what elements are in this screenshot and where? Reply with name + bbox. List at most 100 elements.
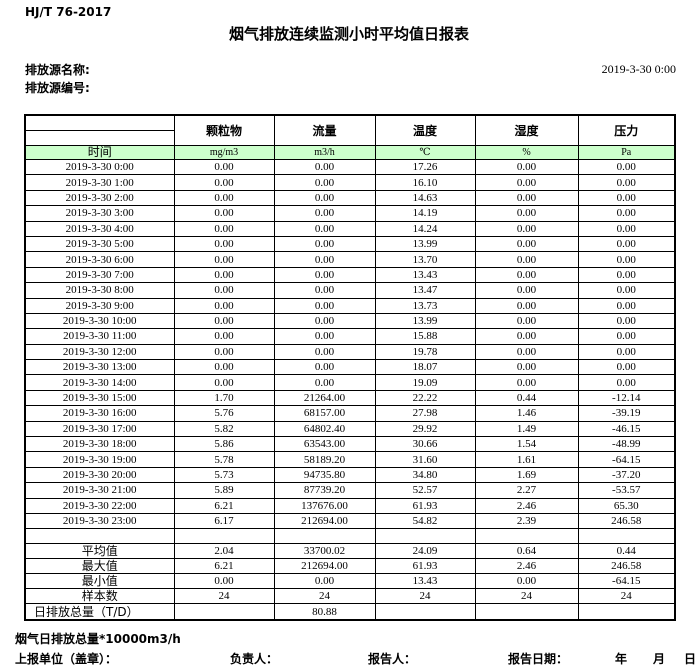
table-row: 2019-3-30 13:00 0.00 0.00 18.07 0.00 0.00 bbox=[24, 359, 676, 376]
summary-label-cell: 最大值 bbox=[24, 558, 175, 575]
table-row: 2019-3-30 2:00 0.00 0.00 14.63 0.00 0.00 bbox=[24, 189, 676, 207]
table-row: 2019-3-30 10:00 0.00 0.00 13.99 0.00 0.00 bbox=[24, 312, 676, 330]
value-cell: 0.00 bbox=[474, 205, 579, 222]
value-cell: 0.00 bbox=[273, 343, 376, 361]
table-row: 2019-3-30 17:00 5.82 64802.40 29.92 1.49 -46.… bbox=[24, 420, 676, 438]
time-cell: 2019-3-30 21:00 bbox=[24, 482, 175, 499]
time-cell: 2019-3-30 10:00 bbox=[24, 312, 175, 330]
table-row: 2019-3-30 15:00 1.70 21264.00 22.22 0.44 -12.… bbox=[24, 389, 676, 407]
time-cell: 2019-3-30 2:00 bbox=[24, 189, 175, 207]
summary-value-cell: 24 bbox=[474, 588, 579, 605]
time-cell: 2019-3-30 1:00 bbox=[24, 174, 175, 191]
summary-value-cell: 2.46 bbox=[474, 558, 579, 575]
value-cell: 21264.00 bbox=[273, 389, 376, 407]
page-title: 烟气排放连续监测小时平均值日报表 bbox=[228, 25, 469, 43]
standard-number: HJ/T 76-2017 bbox=[25, 5, 112, 19]
value-cell: 0.00 bbox=[173, 235, 275, 253]
value-cell: 2.39 bbox=[474, 512, 579, 530]
value-cell: 19.78 bbox=[374, 343, 476, 361]
summary-rows: 平均值 2.04 33700.02 24.09 0.64 0.44 最大值 6.21 21269… bbox=[24, 543, 676, 621]
value-cell: 0.00 bbox=[173, 374, 275, 391]
time-cell: 2019-3-30 3:00 bbox=[24, 205, 175, 222]
value-cell: 5.73 bbox=[173, 466, 275, 484]
column-header-particulate: 颗粒物 bbox=[173, 114, 275, 146]
day-label: 日 bbox=[684, 652, 697, 666]
value-cell: 137676.00 bbox=[273, 497, 376, 514]
month-label: 月 bbox=[653, 652, 666, 666]
value-cell: 29.92 bbox=[374, 420, 476, 438]
table-row: 2019-3-30 23:00 6.17 212694.00 54.82 2.39 246… bbox=[24, 512, 676, 530]
value-cell: 30.66 bbox=[374, 436, 476, 453]
summary-label-cell: 样本数 bbox=[24, 588, 175, 605]
value-cell: 0.00 bbox=[273, 251, 376, 268]
value-cell: 5.78 bbox=[173, 451, 275, 468]
table-row: 2019-3-30 16:00 5.76 68157.00 27.98 1.46 -39.… bbox=[24, 405, 676, 422]
summary-value-cell: 246.58 bbox=[577, 558, 676, 575]
value-cell: -37.20 bbox=[577, 466, 676, 484]
report-datetime: 2019-3-30 0:00 bbox=[601, 62, 676, 76]
value-cell: 0.00 bbox=[273, 328, 376, 345]
time-cell: 2019-3-30 11:00 bbox=[24, 328, 175, 345]
hourly-report-table: 颗粒物 流量 温度 湿度 压力 时间 mg/m3 m3/h ℃ % Pa 201… bbox=[24, 114, 676, 622]
value-cell: 0.00 bbox=[273, 297, 376, 314]
value-cell: 63543.00 bbox=[273, 436, 376, 453]
table-row: 2019-3-30 22:00 6.21 137676.00 61.93 2.46 65.… bbox=[24, 497, 676, 514]
value-cell: 0.00 bbox=[577, 174, 676, 191]
responsible-person-label: 负责人： bbox=[230, 652, 279, 666]
value-cell: 0.00 bbox=[577, 189, 676, 207]
value-cell: 0.00 bbox=[577, 266, 676, 284]
corner-cell-bottom bbox=[24, 130, 175, 146]
corner-cell-top bbox=[24, 114, 175, 131]
unit-flow: m3/h bbox=[273, 145, 376, 160]
value-cell: -46.15 bbox=[577, 420, 676, 438]
unit-pressure: Pa bbox=[577, 145, 676, 160]
value-cell: 13.99 bbox=[374, 235, 476, 253]
table-row: 2019-3-30 12:00 0.00 0.00 19.78 0.00 0.00 bbox=[24, 343, 676, 361]
summary-value-cell: 24 bbox=[577, 588, 676, 605]
value-cell: 0.00 bbox=[474, 374, 579, 391]
empty-cell bbox=[273, 528, 376, 545]
summary-value-cell: 0.00 bbox=[173, 573, 275, 590]
summary-value-cell: 24 bbox=[374, 588, 476, 605]
value-cell: 0.00 bbox=[474, 251, 579, 268]
value-cell: 13.43 bbox=[374, 266, 476, 284]
empty-cell bbox=[173, 528, 275, 545]
table-row: 2019-3-30 9:00 0.00 0.00 13.73 0.00 0.00 bbox=[24, 297, 676, 314]
summary-row: 最大值 6.21 212694.00 61.93 2.46 246.58 bbox=[24, 558, 676, 575]
value-cell: 0.00 bbox=[474, 189, 579, 207]
summary-value-cell: 0.00 bbox=[273, 573, 376, 590]
table-row: 2019-3-30 6:00 0.00 0.00 13.70 0.00 0.00 bbox=[24, 251, 676, 268]
value-cell: 14.24 bbox=[374, 220, 476, 237]
value-cell: -53.57 bbox=[577, 482, 676, 499]
value-cell: 1.69 bbox=[474, 466, 579, 484]
flue-gas-total-note: 烟气日排放总量*10000m3/h bbox=[15, 632, 181, 646]
value-cell: 6.21 bbox=[173, 497, 275, 514]
summary-value-cell: 61.93 bbox=[374, 558, 476, 575]
value-cell: 0.00 bbox=[577, 328, 676, 345]
unit-temperature: ℃ bbox=[374, 145, 476, 160]
value-cell: 0.00 bbox=[474, 235, 579, 253]
empty-cell bbox=[374, 528, 476, 545]
table-row: 2019-3-30 18:00 5.86 63543.00 30.66 1.54 -48.… bbox=[24, 436, 676, 453]
summary-row: 日排放总量（T/D） 80.88 bbox=[24, 603, 676, 621]
empty-cell bbox=[24, 528, 175, 545]
value-cell: 0.00 bbox=[273, 205, 376, 222]
column-header-humidity: 湿度 bbox=[474, 114, 579, 146]
summary-value-cell: 24.09 bbox=[374, 543, 476, 560]
time-cell: 2019-3-30 20:00 bbox=[24, 466, 175, 484]
value-cell: 0.00 bbox=[577, 297, 676, 314]
value-cell: 0.00 bbox=[577, 235, 676, 253]
time-cell: 2019-3-30 16:00 bbox=[24, 405, 175, 422]
value-cell: 0.00 bbox=[474, 312, 579, 330]
summary-value-cell: 6.21 bbox=[173, 558, 275, 575]
value-cell: 0.00 bbox=[577, 220, 676, 237]
value-cell: 0.44 bbox=[474, 389, 579, 407]
summary-value-cell: 0.00 bbox=[474, 573, 579, 590]
summary-value-cell: 33700.02 bbox=[273, 543, 376, 560]
table-row: 2019-3-30 4:00 0.00 0.00 14.24 0.00 0.00 bbox=[24, 220, 676, 237]
summary-value-cell: 0.44 bbox=[577, 543, 676, 560]
table-row: 2019-3-30 3:00 0.00 0.00 14.19 0.00 0.00 bbox=[24, 205, 676, 222]
value-cell: 0.00 bbox=[173, 266, 275, 284]
summary-row: 最小值 0.00 0.00 13.43 0.00 -64.15 bbox=[24, 573, 676, 590]
